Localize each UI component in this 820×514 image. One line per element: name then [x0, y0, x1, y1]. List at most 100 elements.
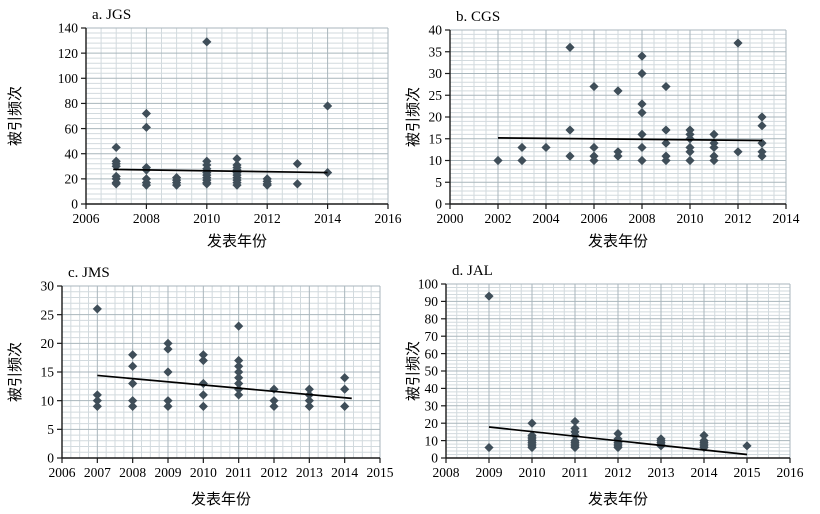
y-tick-label: 20 [65, 172, 79, 187]
panel-a-jgs: 0 20 40 60 80 100 120 140 2006 2008 2010 2012 2014 20… [6, 2, 402, 254]
data-point [742, 441, 752, 451]
data-point [661, 81, 671, 92]
data-point [304, 401, 314, 411]
data-point [163, 367, 173, 377]
x-tick-label: 2016 [777, 465, 804, 480]
panel-c-jms: 0 5 10 15 20 25 30 2006 2007 2008 2009 2010 2011 2012… [6, 258, 406, 512]
data-point [234, 373, 244, 383]
data-point [141, 108, 151, 119]
data-point [163, 401, 173, 411]
data-point [232, 154, 242, 164]
y-tick-label: 0 [71, 197, 78, 212]
data-point [202, 37, 212, 47]
x-tick-label: 2014 [773, 211, 800, 226]
data-point [733, 147, 743, 157]
data-point [709, 129, 719, 139]
x-tick-label: 2010 [190, 465, 217, 480]
data-point [570, 442, 580, 453]
data-point [92, 390, 102, 400]
y-tick-label: 40 [65, 146, 79, 161]
x-tick-label: 2009 [155, 465, 182, 480]
data-point [565, 151, 575, 161]
y-tick-label: 20 [429, 110, 443, 125]
x-tick-label: 2004 [533, 211, 560, 226]
data-point [527, 418, 537, 428]
data-point [565, 125, 575, 135]
data-point [517, 155, 527, 166]
y-tick-label: 80 [425, 312, 439, 327]
data-point [757, 121, 767, 131]
x-tick-label: 2000 [437, 211, 464, 226]
y-tick-label: 10 [41, 393, 55, 408]
panel-d-jal: 0 10 20 30 40 50 60 70 80 90 100 2008 2009 2010 2011 20… [404, 258, 814, 512]
data-point [637, 99, 647, 109]
data-point [637, 51, 647, 61]
y-tick-label: 100 [418, 277, 439, 292]
data-point [637, 142, 647, 153]
data-point [613, 151, 623, 161]
y-tick-label: 20 [425, 416, 439, 431]
y-tick-label: 60 [425, 346, 439, 361]
x-tick-label: 2014 [314, 211, 341, 226]
data-point [661, 155, 671, 166]
data-point [172, 180, 182, 190]
trend-line [113, 168, 328, 174]
y-tick-label: 80 [65, 96, 79, 111]
y-axis-label: 被引频次 [405, 341, 422, 401]
data-point [637, 68, 647, 79]
y-tick-label: 90 [425, 294, 439, 309]
data-point [111, 142, 121, 153]
trend-line [497, 137, 763, 142]
y-tick-label: 10 [429, 153, 443, 168]
y-tick-label: 15 [41, 365, 55, 380]
data-point [613, 86, 623, 96]
data-point [484, 442, 494, 453]
y-tick-label: 30 [425, 399, 439, 414]
y-tick-label: 0 [431, 451, 438, 466]
x-tick-label: 2008 [629, 211, 656, 226]
data-point [699, 430, 709, 440]
y-tick-label: 5 [435, 175, 442, 190]
data-point [234, 390, 244, 400]
y-tick-label: 30 [429, 66, 443, 81]
y-tick-label: 70 [425, 329, 439, 344]
x-tick-label: 2013 [648, 465, 675, 480]
data-point [613, 442, 623, 453]
data-point [589, 81, 599, 92]
y-tick-label: 120 [58, 46, 79, 61]
data-point [232, 180, 242, 190]
x-tick-label: 2011 [562, 465, 589, 480]
data-point [323, 101, 333, 111]
y-tick-label: 25 [429, 88, 443, 103]
data-point [685, 147, 695, 157]
data-point [709, 142, 719, 153]
y-tick-label: 140 [58, 21, 79, 36]
y-tick-label: 20 [41, 336, 55, 351]
data-point [234, 367, 244, 377]
data-point [484, 291, 494, 301]
x-axis-label: 发表年份 [207, 233, 267, 250]
x-tick-label: 2006 [581, 211, 608, 226]
x-tick-label: 2009 [476, 465, 503, 480]
data-point [128, 350, 138, 360]
data-point [202, 179, 212, 189]
x-tick-label: 2015 [734, 465, 761, 480]
x-tick-label: 2013 [296, 465, 323, 480]
x-tick-label: 2012 [261, 465, 288, 480]
x-tick-label: 2012 [725, 211, 752, 226]
data-point [757, 112, 767, 122]
x-tick-label: 2010 [193, 211, 220, 226]
x-tick-label: 2012 [254, 211, 281, 226]
data-point [111, 161, 121, 171]
scatter-plot-a: 0 20 40 60 80 100 120 140 2006 2008 2010 2012 2014 20… [7, 7, 402, 250]
x-tick-label: 2016 [375, 211, 402, 226]
x-axis-label: 发表年份 [588, 491, 648, 508]
trend-line [488, 426, 748, 456]
data-point [269, 401, 279, 411]
panel-title: c. JMS [68, 265, 110, 281]
data-point [565, 42, 575, 52]
y-tick-label: 40 [429, 23, 443, 38]
x-tick-label: 2010 [519, 465, 546, 480]
data-point [637, 108, 647, 118]
